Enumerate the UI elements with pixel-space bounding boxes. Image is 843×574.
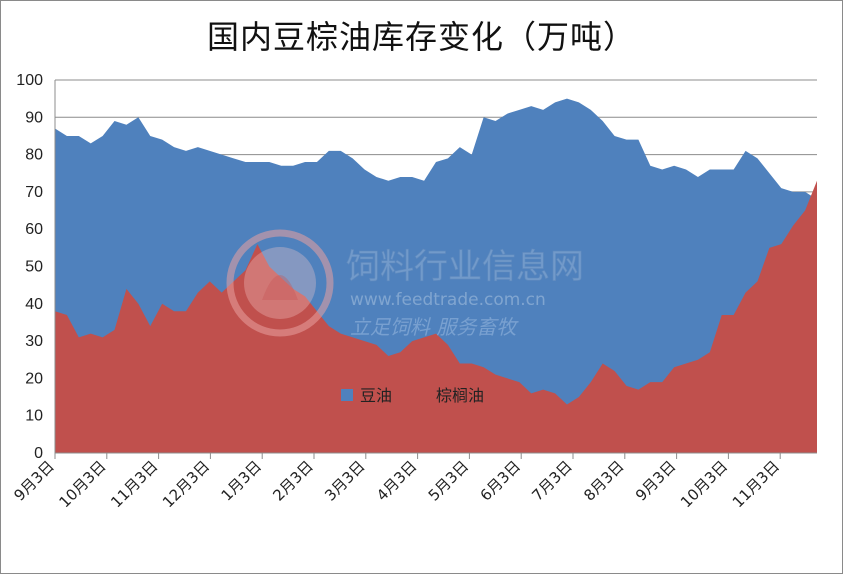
watermark-title: 饲料行业信息网 [346, 247, 584, 287]
x-tick-label: 5月3日 [425, 457, 472, 504]
watermark-logo: 饲料行业信息网 www.feedtrade.com.cn 立足饲料 服务畜牧 [226, 229, 584, 339]
x-tick-label: 11月3日 [729, 457, 783, 511]
x-tick-label: 3月3日 [321, 457, 368, 504]
x-tick-label: 11月3日 [107, 457, 161, 511]
watermark-url: www.feedtrade.com.cn [350, 290, 546, 310]
chart-title: 国内豆棕油库存变化（万吨） [206, 18, 636, 56]
y-tick-label: 10 [25, 408, 43, 425]
y-tick-label: 40 [25, 296, 43, 313]
x-tick-label: 7月3日 [528, 457, 575, 504]
series-areas [55, 98, 817, 454]
legend-swatch-palm-oil [418, 389, 430, 401]
y-tick-label: 80 [25, 147, 43, 164]
x-tick-label: 10月3日 [677, 457, 731, 511]
y-tick-label: 20 [25, 370, 43, 387]
y-tick-label: 90 [25, 109, 43, 126]
x-tick-label: 4月3日 [373, 457, 420, 504]
watermark-emblem [226, 229, 334, 337]
x-tick-label: 2月3日 [269, 457, 316, 504]
y-tick-label: 50 [25, 259, 43, 276]
x-tick-label: 9月3日 [10, 457, 57, 504]
legend-label-palm-oil: 棕榈油 [436, 386, 484, 405]
y-tick-label: 60 [25, 221, 43, 238]
x-tick-label: 1月3日 [218, 457, 265, 504]
y-tick-label: 0 [34, 445, 43, 462]
y-tick-label: 30 [25, 333, 43, 350]
x-tick-label: 8月3日 [580, 457, 627, 504]
x-tick-label: 9月3日 [632, 457, 679, 504]
y-tick-label: 100 [16, 72, 43, 89]
y-tick-label: 70 [25, 184, 43, 201]
area-series-1 [55, 180, 817, 453]
x-tick-label: 10月3日 [55, 457, 109, 511]
x-tick-label: 6月3日 [477, 457, 524, 504]
legend: 豆油 棕榈油 [341, 386, 484, 405]
x-tick-label: 12月3日 [159, 457, 213, 511]
watermark-slogan: 立足饲料 服务畜牧 [350, 315, 519, 339]
legend-swatch-soybean-oil [341, 389, 353, 401]
axes [54, 80, 817, 459]
legend-label-soybean-oil: 豆油 [360, 386, 392, 405]
y-tick-labels: 0 10 20 30 40 50 60 70 80 90 100 [16, 72, 43, 462]
